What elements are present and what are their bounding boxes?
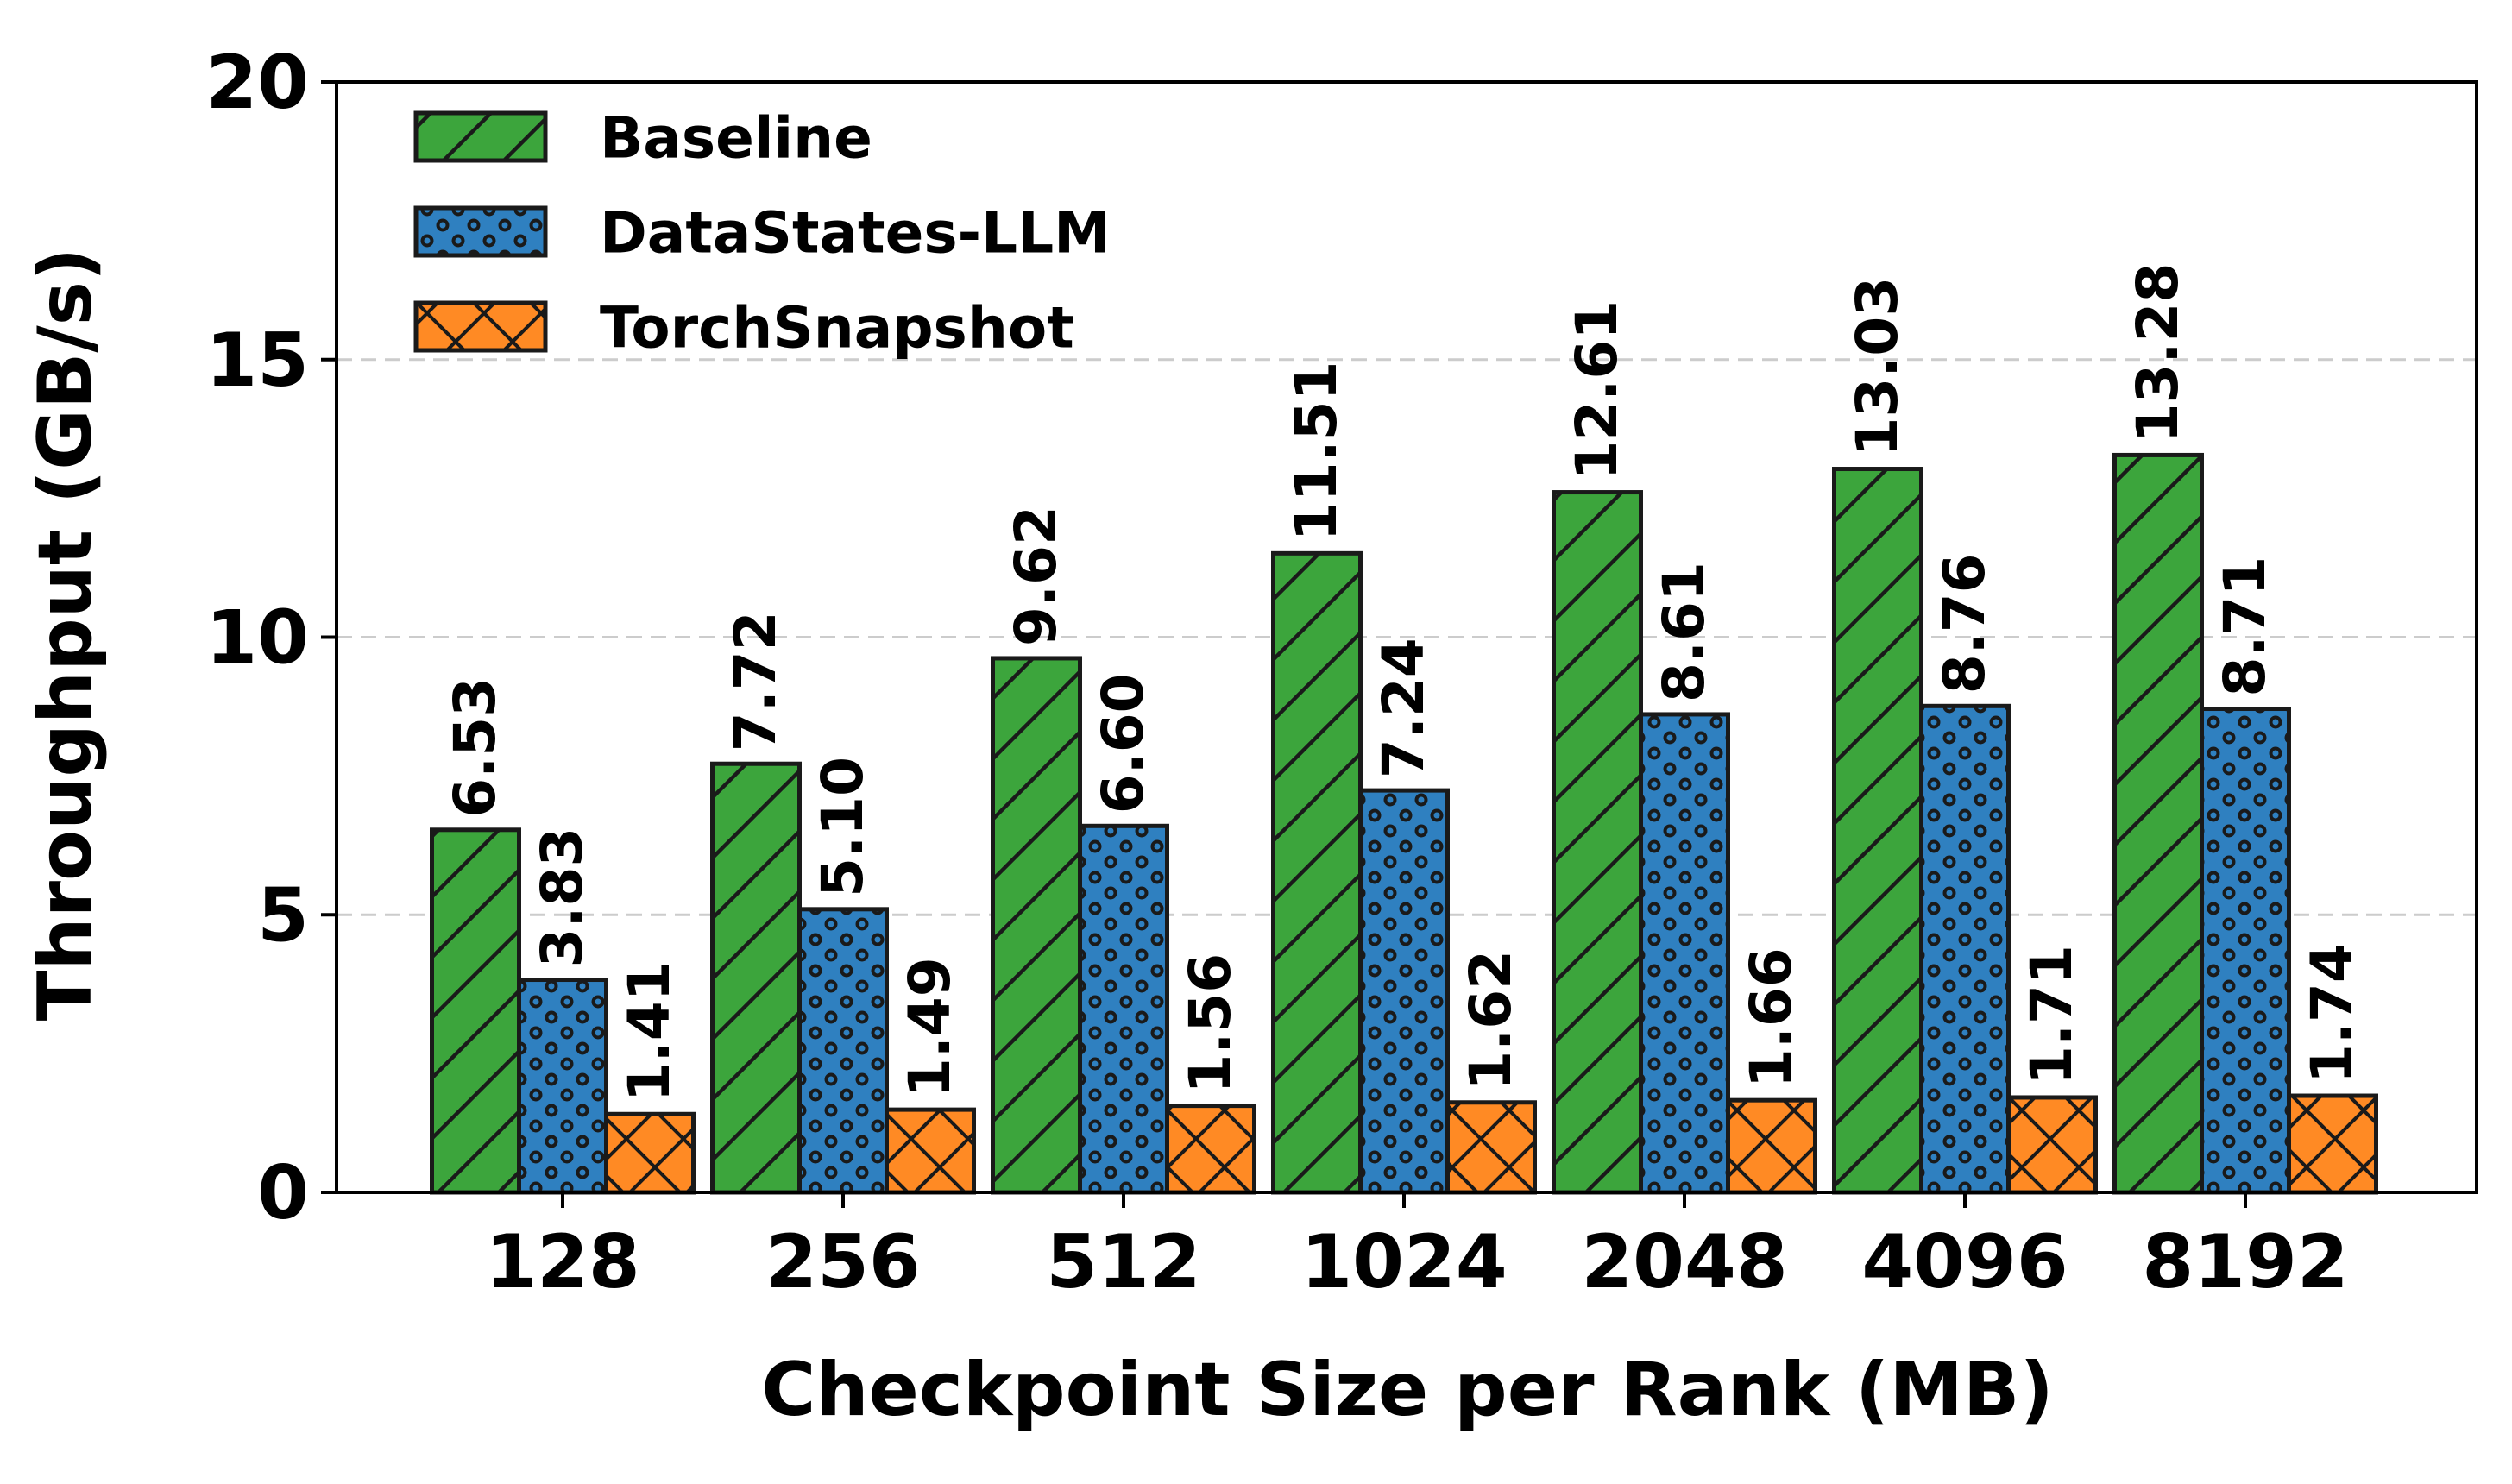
y-tick-label: 15 — [205, 318, 309, 404]
bar-torchsnapshot-8192 — [2287, 1093, 2378, 1195]
x-tick-label: 256 — [765, 1219, 921, 1305]
bar-baseline-2048 — [1552, 490, 1643, 1195]
data-label: 7.24 — [1370, 638, 1437, 778]
x-tick-label: 128 — [485, 1219, 640, 1305]
data-label: 3.83 — [529, 827, 595, 968]
bar-hatch — [1271, 550, 1363, 1195]
bar-torchsnapshot-128 — [604, 1111, 696, 1195]
data-label: 9.62 — [1003, 506, 1069, 646]
data-label: 1.56 — [1177, 953, 1243, 1094]
data-label: 12.61 — [1564, 300, 1630, 481]
x-tick-label: 512 — [1046, 1219, 1201, 1305]
bar-baseline-128 — [430, 827, 521, 1195]
legend-label: Baseline — [600, 105, 872, 172]
bar-hatch — [1078, 823, 1169, 1195]
bar-datastates-llm-4096 — [1919, 703, 2011, 1195]
bar-hatch — [710, 761, 802, 1195]
bar-baseline-256 — [710, 761, 802, 1195]
bar-datastates-llm-128 — [517, 978, 608, 1195]
data-label: 8.61 — [1651, 562, 1717, 702]
legend-swatch-hatch — [413, 205, 548, 258]
bar-hatch — [1726, 1097, 1817, 1195]
bar-baseline-1024 — [1271, 550, 1363, 1195]
bar-hatch — [2200, 707, 2291, 1195]
bar-hatch — [430, 827, 521, 1195]
bar-torchsnapshot-256 — [885, 1107, 976, 1195]
x-tick-label: 1024 — [1300, 1219, 1507, 1305]
data-label: 13.28 — [2125, 263, 2191, 443]
bar-datastates-llm-2048 — [1639, 712, 1730, 1195]
legend-swatch-hatch — [413, 110, 548, 163]
bars — [430, 452, 2378, 1195]
bar-hatch — [1552, 490, 1643, 1195]
legend-label: DataStates-LLM — [600, 200, 1111, 267]
bar-hatch — [885, 1107, 976, 1195]
bar-hatch — [1919, 703, 2011, 1195]
data-label: 1.66 — [1738, 947, 1804, 1088]
bar-torchsnapshot-512 — [1165, 1104, 1256, 1195]
data-label: 11.51 — [1283, 362, 1350, 542]
bar-hatch — [1358, 788, 1450, 1195]
bar-datastates-llm-1024 — [1358, 788, 1450, 1195]
data-label: 1.49 — [897, 957, 963, 1097]
data-label: 1.74 — [2299, 943, 2365, 1084]
bar-hatch — [2006, 1095, 2098, 1195]
legend-label: TorchSnapshot — [600, 295, 1074, 362]
axes: 0 5 10 15 20 128 256 512 1024 2048 4096 8192 — [205, 40, 2478, 1305]
data-labels: 6.53 3.83 1.41 7.72 5.10 1.49 9.62 6.60 1.56 11.5… — [442, 263, 2365, 1103]
bar-hatch — [2287, 1093, 2378, 1195]
bar-baseline-8192 — [2112, 452, 2204, 1195]
bar-hatch — [797, 907, 889, 1195]
bar-baseline-4096 — [1832, 467, 1923, 1195]
x-tick-label: 2048 — [1581, 1219, 1787, 1305]
data-label: 1.71 — [2018, 945, 2085, 1085]
data-label: 13.03 — [1844, 277, 1911, 457]
data-label: 6.53 — [442, 677, 508, 818]
plot-frame — [335, 80, 2478, 1194]
bar-hatch — [991, 656, 1082, 1195]
bar-hatch — [1165, 1104, 1256, 1195]
bar-hatch — [604, 1111, 696, 1195]
bar-torchsnapshot-1024 — [1445, 1100, 1537, 1195]
bar-datastates-llm-8192 — [2200, 707, 2291, 1195]
x-tick-label: 4096 — [1861, 1219, 2068, 1305]
bar-hatch — [1445, 1100, 1537, 1195]
y-tick-label: 10 — [205, 595, 309, 682]
data-label: 8.76 — [1931, 553, 1998, 694]
bar-baseline-512 — [991, 656, 1082, 1195]
data-label: 7.72 — [722, 611, 789, 751]
bar-torchsnapshot-4096 — [2006, 1095, 2098, 1195]
legend: Baseline DataStates-LLM TorchSnapshot — [413, 105, 1111, 362]
bar-datastates-llm-512 — [1078, 823, 1169, 1195]
legend-item-torchsnapshot: TorchSnapshot — [413, 295, 1074, 362]
bar-hatch — [1832, 467, 1923, 1195]
bar-hatch — [1639, 712, 1730, 1195]
y-tick-label: 0 — [257, 1150, 309, 1236]
legend-item-baseline: Baseline — [413, 105, 872, 172]
y-tick-label: 5 — [257, 872, 309, 959]
bar-hatch — [2112, 452, 2204, 1195]
legend-swatch-hatch — [413, 300, 548, 353]
bar-torchsnapshot-2048 — [1726, 1097, 1817, 1195]
data-label: 1.41 — [616, 961, 683, 1102]
data-label: 6.60 — [1090, 673, 1156, 814]
bar-datastates-llm-256 — [797, 907, 889, 1195]
legend-item-datastates-llm: DataStates-LLM — [413, 200, 1111, 267]
x-axis-label: Checkpoint Size per Rank (MB) — [761, 1347, 2054, 1433]
data-label: 1.62 — [1457, 950, 1524, 1091]
y-tick-label: 20 — [205, 40, 309, 126]
data-label: 8.71 — [2212, 556, 2278, 697]
data-label: 5.10 — [809, 757, 876, 897]
bar-hatch — [517, 978, 608, 1195]
y-axis-label: Throughput (GB/s) — [22, 248, 109, 1022]
x-tick-label: 8192 — [2142, 1219, 2348, 1305]
